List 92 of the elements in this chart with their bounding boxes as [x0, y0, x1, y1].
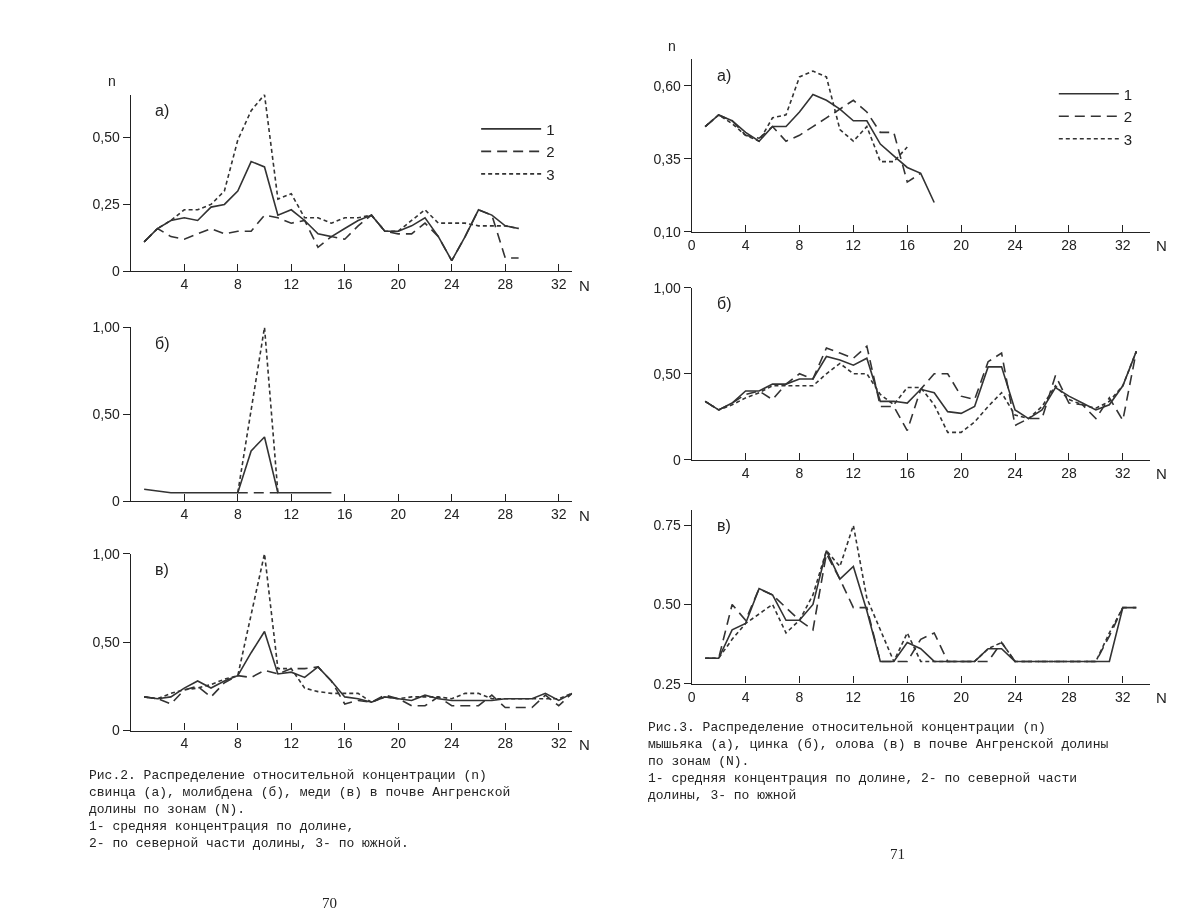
- y-axis-title: n: [108, 73, 116, 89]
- x-tick-label: 32: [550, 735, 567, 752]
- x-tick-label: 4: [180, 276, 189, 293]
- text: Рис.2. Распределение относительной концентрации (n) свинца (а), молибдена (б), меди (в) в почве Ангренской долины по зонам (N). 1- средняя концентрация по долине, 2- по северной части долины, 3- по южной.: [89, 768, 511, 851]
- x-tick-label: 24: [1007, 236, 1024, 253]
- x-tick-label: 4: [741, 688, 750, 705]
- x-tick-label: 32: [1115, 688, 1131, 705]
- x-tick-label: 20: [390, 735, 407, 752]
- x-tick-label: 28: [1061, 464, 1077, 481]
- legend-label: 2: [1123, 108, 1133, 126]
- x-tick-label: 16: [899, 464, 916, 481]
- x-tick-label: 12: [845, 688, 862, 705]
- x-tick-label: 4: [180, 506, 189, 523]
- legend-label: 1: [1123, 85, 1133, 103]
- y-tick-label: 0,50: [92, 406, 121, 423]
- x-axis-title: N: [579, 277, 590, 294]
- x-tick-label: 8: [233, 276, 242, 293]
- y-tick-label: 0,10: [653, 223, 681, 240]
- x-tick-label: 28: [497, 276, 514, 293]
- x-tick-label: 12: [845, 464, 862, 481]
- x-tick-label: 32: [1115, 464, 1131, 481]
- x-tick-label: 12: [283, 506, 300, 523]
- x-tick-label: 16: [899, 688, 916, 705]
- x-axis-title: N: [579, 736, 590, 753]
- y-tick-label: 0,35: [653, 150, 681, 167]
- x-tick-label: 20: [390, 506, 407, 523]
- y-tick-label: 0.75: [653, 517, 681, 534]
- text: 70: [322, 895, 337, 911]
- chart-title: а): [155, 102, 170, 119]
- y-tick-label: 0.50: [653, 596, 681, 613]
- x-tick-label: 24: [1007, 464, 1024, 481]
- x-tick-label: 12: [283, 276, 300, 293]
- x-tick-label: 24: [443, 506, 460, 523]
- x-tick-label: 0: [687, 688, 696, 705]
- y-tick-label: 1,00: [92, 319, 121, 336]
- text: Рис.3. Распределение относительной концентрации (n) мышьяка (а), цинка (б), олова (в) в почве Ангренской долины по зонам (N). 1- средняя концентрация по долине, 2- по северной части долины, 3- по южной: [648, 720, 1109, 803]
- x-tick-label: 16: [336, 276, 353, 293]
- y-axis-title: n: [668, 38, 676, 54]
- x-tick-label: 8: [233, 735, 242, 752]
- x-tick-label: 8: [795, 236, 804, 253]
- chart-title: в): [155, 561, 169, 578]
- x-tick-label: 20: [953, 688, 970, 705]
- text: 71: [890, 846, 905, 862]
- x-tick-label: 24: [443, 735, 460, 752]
- x-tick-label: 28: [1061, 688, 1077, 705]
- x-tick-label: 28: [1061, 236, 1077, 253]
- y-tick-label: 0,50: [653, 365, 681, 382]
- legend-label: 2: [546, 143, 555, 161]
- x-tick-label: 4: [180, 735, 189, 752]
- x-tick-label: 28: [497, 735, 514, 752]
- text: б): [155, 335, 170, 352]
- x-tick-label: 0: [687, 236, 696, 253]
- y-tick-label: 0,25: [92, 196, 121, 213]
- x-tick-label: 8: [795, 688, 804, 705]
- x-tick-label: 4: [741, 236, 750, 253]
- chart-title: в): [717, 517, 731, 534]
- chart-title: б): [717, 295, 732, 312]
- legend-label: 1: [546, 120, 555, 138]
- y-tick-label: 1,00: [653, 279, 681, 296]
- x-tick-label: 16: [899, 236, 916, 253]
- x-tick-label: 12: [845, 236, 862, 253]
- x-tick-label: 32: [550, 506, 567, 523]
- x-tick-label: 20: [953, 464, 970, 481]
- x-tick-label: 8: [795, 464, 804, 481]
- x-tick-label: 24: [1007, 688, 1024, 705]
- y-tick-label: 1,00: [92, 545, 121, 562]
- legend-label: 3: [546, 165, 555, 183]
- y-tick-label: 0: [112, 493, 121, 510]
- y-tick-label: 0,50: [92, 129, 121, 146]
- legend-label: 3: [1123, 130, 1133, 148]
- x-tick-label: 20: [953, 236, 970, 253]
- x-axis-title: N: [1156, 689, 1167, 706]
- x-tick-label: 24: [443, 276, 460, 293]
- x-tick-label: 16: [336, 506, 353, 523]
- x-tick-label: 4: [741, 464, 750, 481]
- y-tick-label: 0: [672, 451, 681, 468]
- y-tick-label: 0,60: [653, 77, 681, 94]
- x-axis-title: N: [1156, 237, 1167, 254]
- x-tick-label: 32: [1115, 236, 1131, 253]
- x-tick-label: 32: [550, 276, 567, 293]
- x-axis-title: N: [1156, 465, 1167, 482]
- x-tick-label: 12: [283, 735, 300, 752]
- text: а): [717, 67, 732, 84]
- x-tick-label: 8: [233, 506, 242, 523]
- y-tick-label: 0,50: [92, 634, 121, 651]
- y-tick-label: 0: [112, 722, 121, 739]
- x-tick-label: 28: [497, 506, 514, 523]
- x-tick-label: 16: [336, 735, 353, 752]
- x-tick-label: 20: [390, 276, 407, 293]
- y-tick-label: 0.25: [653, 675, 681, 692]
- x-axis-title: N: [579, 507, 590, 524]
- y-tick-label: 0: [112, 263, 121, 280]
